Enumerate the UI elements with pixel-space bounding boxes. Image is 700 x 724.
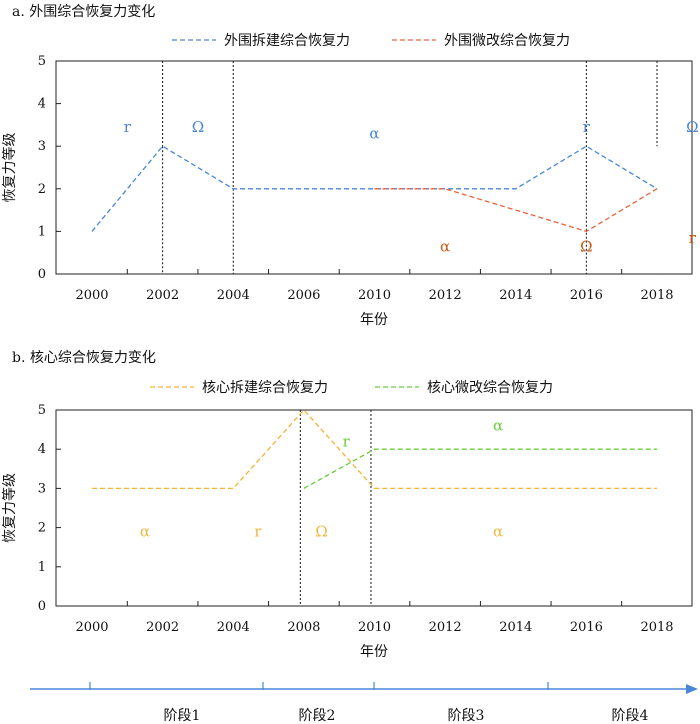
x-tick-label: 2016 (570, 620, 603, 635)
x-tick-label: 2012 (429, 288, 462, 303)
x-tick-label: 2018 (640, 288, 673, 303)
y-tick-label: 2 (38, 182, 46, 197)
series-line-1 (91, 145, 658, 232)
phase-annotation: α (440, 237, 450, 255)
phase-annotation: α (493, 417, 503, 435)
legend-label: 外围拆建综合恢复力 (224, 32, 350, 49)
x-tick-label: 2014 (499, 620, 532, 635)
timeline-arrow-icon (686, 684, 698, 694)
phase-annotation: α (369, 124, 379, 142)
y-tick-label: 3 (38, 481, 46, 496)
x-tick-label: 2002 (146, 620, 179, 635)
x-tick-label: 2014 (499, 288, 532, 303)
phase-annotation: r (254, 523, 262, 541)
series-line-2 (374, 188, 658, 233)
stage-label: 阶段3 (448, 708, 485, 724)
stage-label: 阶段4 (612, 708, 649, 724)
y-tick-label: 3 (38, 139, 46, 154)
phase-annotation: r (689, 229, 697, 247)
legend-label: 外围微改综合恢复力 (444, 32, 570, 49)
x-tick-label: 2010 (358, 620, 391, 635)
y-tick-label: 4 (38, 97, 46, 112)
x-tick-label: 2012 (429, 620, 462, 635)
phase-annotation: Ω (686, 118, 698, 136)
y-tick-label: 0 (38, 599, 46, 614)
x-tick-label: 2002 (146, 288, 179, 303)
phase-annotation: r (124, 118, 132, 136)
legend-label: 核心拆建综合恢复力 (202, 379, 328, 396)
phase-annotation: α (493, 523, 503, 541)
panel-title: b. 核心综合恢复力变化 (12, 349, 156, 366)
plot-frame (55, 60, 693, 275)
phase-annotation: r (343, 432, 351, 450)
y-tick-label: 4 (38, 442, 46, 457)
phase-annotation: α (140, 523, 150, 541)
chart-panel-a: a. 外围综合恢复力变化 0 1 2 3 4 5 恢复力等级 2000 2002 2004 2006 2… (1, 3, 699, 328)
x-tick-label: 2004 (217, 620, 250, 635)
x-axis-label: 年份 (360, 644, 388, 660)
stage-label: 阶段1 (164, 708, 201, 724)
x-tick-label: 2000 (75, 288, 108, 303)
y-axis-label: 恢复力等级 (1, 133, 18, 203)
plot-frame (55, 409, 693, 607)
phase-annotation: Ω (315, 523, 327, 541)
phase-annotation: Ω (192, 118, 204, 136)
stage-timeline: 阶段1 阶段2 阶段3 阶段4 (30, 682, 698, 724)
phase-annotation: Ω (580, 237, 592, 255)
x-tick-label: 2004 (217, 288, 250, 303)
chart-panel-b: b. 核心综合恢复力变化 0 1 2 3 4 5 恢复力等级 2000 2002 2004 2008 2… (1, 349, 693, 660)
y-tick-label: 5 (38, 403, 46, 418)
y-tick-label: 1 (38, 224, 46, 239)
x-tick-label: 2016 (570, 288, 603, 303)
series-line-2 (303, 448, 657, 489)
y-axis-label: 恢复力等级 (1, 473, 18, 543)
y-tick-label: 2 (38, 521, 46, 536)
x-tick-label: 2018 (640, 620, 673, 635)
y-tick-label: 0 (38, 267, 46, 282)
legend-label: 核心微改综合恢复力 (427, 379, 553, 396)
x-tick-label: 2010 (358, 288, 391, 303)
stage-label: 阶段2 (299, 708, 336, 724)
y-tick-label: 1 (38, 560, 46, 575)
x-axis-label: 年份 (360, 312, 388, 328)
phase-annotation: r (583, 118, 591, 136)
x-tick-label: 2000 (75, 620, 108, 635)
x-tick-label: 2006 (287, 288, 320, 303)
y-tick-label: 5 (38, 54, 46, 69)
x-tick-label: 2008 (287, 620, 320, 635)
panel-title: a. 外围综合恢复力变化 (12, 3, 155, 20)
